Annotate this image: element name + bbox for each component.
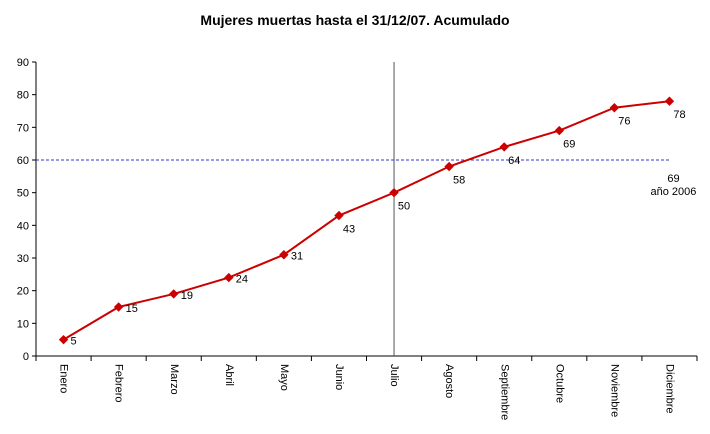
data-point-marker bbox=[113, 302, 124, 312]
data-point-marker bbox=[444, 161, 454, 172]
data-point-marker bbox=[58, 334, 69, 345]
y-tick-label: 10 bbox=[17, 318, 29, 330]
data-point-marker bbox=[169, 289, 179, 299]
y-tick-label: 50 bbox=[17, 188, 29, 200]
x-tick-label: Septiembre bbox=[498, 364, 510, 420]
y-tick-label: 30 bbox=[17, 253, 29, 265]
data-point-marker bbox=[609, 103, 620, 113]
data-label: 50 bbox=[398, 201, 410, 213]
x-tick-label: Julio bbox=[388, 364, 400, 387]
x-tick-label: Abril bbox=[223, 364, 235, 386]
data-label: 43 bbox=[343, 224, 355, 236]
data-point-marker bbox=[279, 250, 289, 260]
x-tick-label: Noviembre bbox=[608, 364, 620, 417]
data-point-marker bbox=[554, 125, 564, 136]
data-point-marker bbox=[224, 272, 234, 283]
data-label: 5 bbox=[71, 336, 77, 348]
data-label: 15 bbox=[126, 303, 138, 315]
data-label: 78 bbox=[673, 109, 685, 121]
y-tick-label: 90 bbox=[17, 57, 29, 69]
y-tick-label: 0 bbox=[23, 351, 29, 363]
y-tick-label: 20 bbox=[17, 286, 29, 298]
data-label: 58 bbox=[453, 175, 465, 187]
series-line bbox=[63, 100, 670, 341]
x-tick-label: Agosto bbox=[443, 364, 455, 398]
x-tick-label: Febrero bbox=[113, 364, 125, 403]
x-tick-label: Octubre bbox=[553, 364, 565, 403]
data-label: 69 bbox=[563, 139, 575, 151]
data-label: 64 bbox=[508, 155, 520, 167]
chart-title: Mujeres muertas hasta el 31/12/07. Acumu… bbox=[200, 12, 510, 28]
reference-line-label: 69 bbox=[667, 173, 679, 185]
x-tick-label: Marzo bbox=[168, 364, 180, 395]
data-label: 24 bbox=[236, 274, 248, 286]
y-tick-label: 60 bbox=[17, 155, 29, 167]
reference-line-label: año 2006 bbox=[651, 186, 697, 198]
data-point-marker bbox=[499, 142, 509, 152]
y-tick-label: 40 bbox=[17, 220, 29, 232]
y-tick-label: 80 bbox=[17, 90, 29, 102]
x-tick-label: Enero bbox=[58, 364, 70, 393]
data-label: 19 bbox=[181, 290, 193, 302]
x-tick-label: Diciembre bbox=[664, 364, 676, 414]
y-tick-label: 70 bbox=[17, 122, 29, 134]
data-point-marker bbox=[334, 210, 344, 221]
data-label: 76 bbox=[618, 116, 630, 128]
data-point-marker bbox=[389, 187, 399, 198]
x-tick-label: Junio bbox=[333, 364, 345, 390]
x-tick-label: Mayo bbox=[278, 364, 290, 391]
data-label: 31 bbox=[291, 251, 303, 263]
data-point-marker bbox=[664, 96, 675, 106]
